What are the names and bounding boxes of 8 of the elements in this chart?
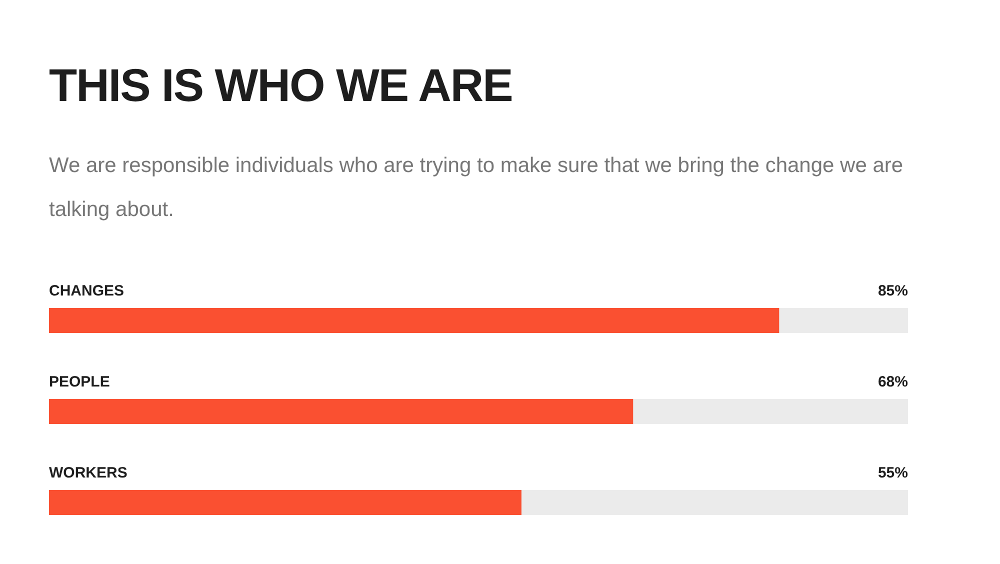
chart-subtitle: We are responsible individuals who are trying to make sure that we bring the change we are talking about.: [49, 153, 904, 223]
y-tick-label: WORKERS: [49, 464, 128, 482]
y-tick-label: CHANGES: [49, 282, 124, 300]
chart-title: THIS IS WHO WE ARE: [49, 58, 512, 112]
data-label: 68%: [878, 374, 908, 390]
y-tick-label: PEOPLE: [49, 374, 110, 390]
data-label: 55%: [878, 464, 908, 482]
data-label: 85%: [878, 282, 908, 300]
